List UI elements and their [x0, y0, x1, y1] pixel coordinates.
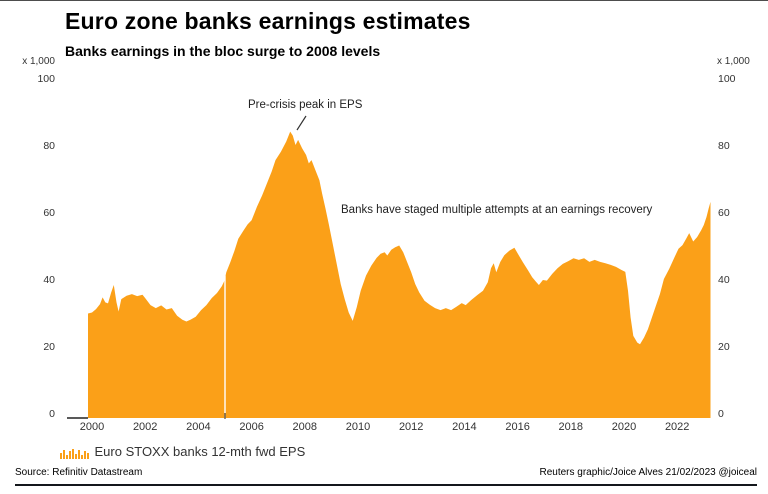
x-tick-label: 2020 — [611, 421, 637, 433]
x-tick-label: 2004 — [186, 421, 211, 433]
y-tick-label-right: 20 — [718, 341, 730, 353]
top-rule — [0, 0, 768, 1]
peak-callout-line — [296, 115, 307, 131]
annotation-earnings-recovery: Banks have staged multiple attempts at a… — [341, 204, 653, 216]
x-tick-label: 2002 — [132, 421, 158, 433]
y-tick-label-right: 80 — [718, 140, 730, 152]
eps-area-series — [88, 131, 711, 418]
x-tick-label: 2016 — [505, 421, 530, 433]
y-tick-label-right: 0 — [718, 408, 724, 420]
mini-bars-icon — [60, 448, 89, 459]
legend-label: Euro STOXX banks 12-mth fwd EPS — [94, 444, 306, 459]
y-tick-label-left: 20 — [43, 341, 55, 353]
legend: Euro STOXX banks 12-mth fwd EPS — [60, 444, 306, 459]
y-tick-label-right: 40 — [718, 274, 730, 286]
y-axis-unit-left: x 1,000 — [22, 56, 55, 67]
bottom-rule — [15, 484, 757, 486]
x-tick-label: 2022 — [664, 421, 690, 433]
annotation-pre-crisis-peak: Pre-crisis peak in EPS — [248, 99, 363, 111]
y-tick-label-left: 40 — [43, 274, 55, 286]
page-title: Euro zone banks earnings estimates — [65, 8, 471, 34]
y-tick-label-right: 60 — [718, 207, 730, 219]
x-tick-label: 2010 — [345, 421, 371, 433]
y-tick-label-left: 100 — [37, 73, 55, 85]
y-tick-label-right: 100 — [718, 73, 736, 85]
source-credit: Source: Refinitiv Datastream — [15, 467, 143, 478]
x-tick-label: 2018 — [558, 421, 584, 433]
y-tick-label-left: 60 — [43, 207, 55, 219]
chart-subtitle: Banks earnings in the bloc surge to 2008… — [65, 43, 381, 59]
reuters-credit: Reuters graphic/Joice Alves 21/02/2023 @… — [539, 467, 758, 478]
x-tick-label: 2008 — [292, 421, 318, 433]
x-tick-label: 2000 — [79, 421, 105, 433]
y-tick-label-left: 0 — [49, 408, 55, 420]
x-tick-label: 2012 — [398, 421, 424, 433]
y-tick-label-left: 80 — [43, 140, 55, 152]
y-axis-unit-right: x 1,000 — [717, 56, 750, 67]
x-tick-label: 2014 — [452, 421, 477, 433]
x-tick-label: 2006 — [239, 421, 264, 433]
